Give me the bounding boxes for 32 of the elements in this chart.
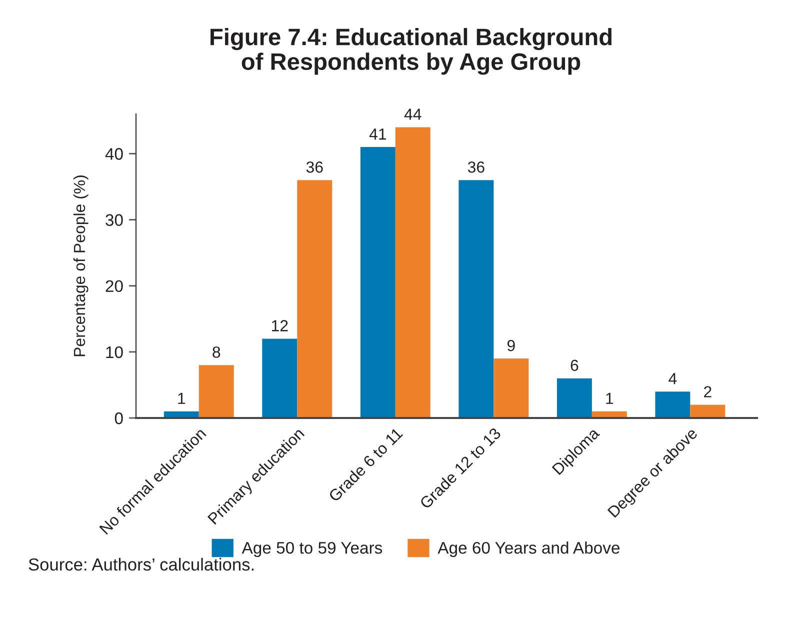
bar bbox=[556, 378, 592, 418]
legend-label: Age 60 Years and Above bbox=[438, 542, 620, 558]
data-label: 36 bbox=[306, 161, 323, 173]
data-label: 1 bbox=[178, 392, 186, 404]
bar bbox=[395, 127, 430, 418]
y-tick-label: 40 bbox=[105, 148, 123, 160]
y-tick-label: 0 bbox=[114, 412, 123, 424]
legend-label: Age 50 to 59 Years bbox=[242, 542, 382, 558]
bar bbox=[360, 147, 396, 418]
y-tick-label: 30 bbox=[106, 214, 123, 226]
bar bbox=[655, 392, 690, 418]
bar bbox=[494, 358, 529, 418]
data-label: 2 bbox=[704, 386, 712, 398]
y-tick-label: 20 bbox=[106, 280, 123, 292]
data-label: 36 bbox=[468, 161, 484, 173]
data-label: 8 bbox=[212, 346, 220, 358]
bar bbox=[262, 338, 298, 418]
data-label: 12 bbox=[272, 320, 288, 332]
data-label: 44 bbox=[404, 108, 422, 120]
y-axis-title: Percentage of People (%) bbox=[73, 176, 88, 356]
bar bbox=[458, 180, 494, 418]
data-label: 6 bbox=[570, 360, 578, 372]
bar bbox=[297, 180, 332, 418]
data-label: 9 bbox=[507, 340, 515, 352]
chart-title: Figure 7.4: Educational Background of Respondents by Age Group bbox=[210, 28, 612, 75]
data-label: 41 bbox=[369, 128, 386, 140]
data-label: 4 bbox=[668, 373, 677, 384]
bar bbox=[690, 404, 726, 418]
data-label: 1 bbox=[606, 392, 614, 404]
source-note: Source: Authors’ calculations. bbox=[28, 558, 254, 571]
y-tick-label: 10 bbox=[106, 346, 123, 358]
bar bbox=[198, 365, 234, 418]
